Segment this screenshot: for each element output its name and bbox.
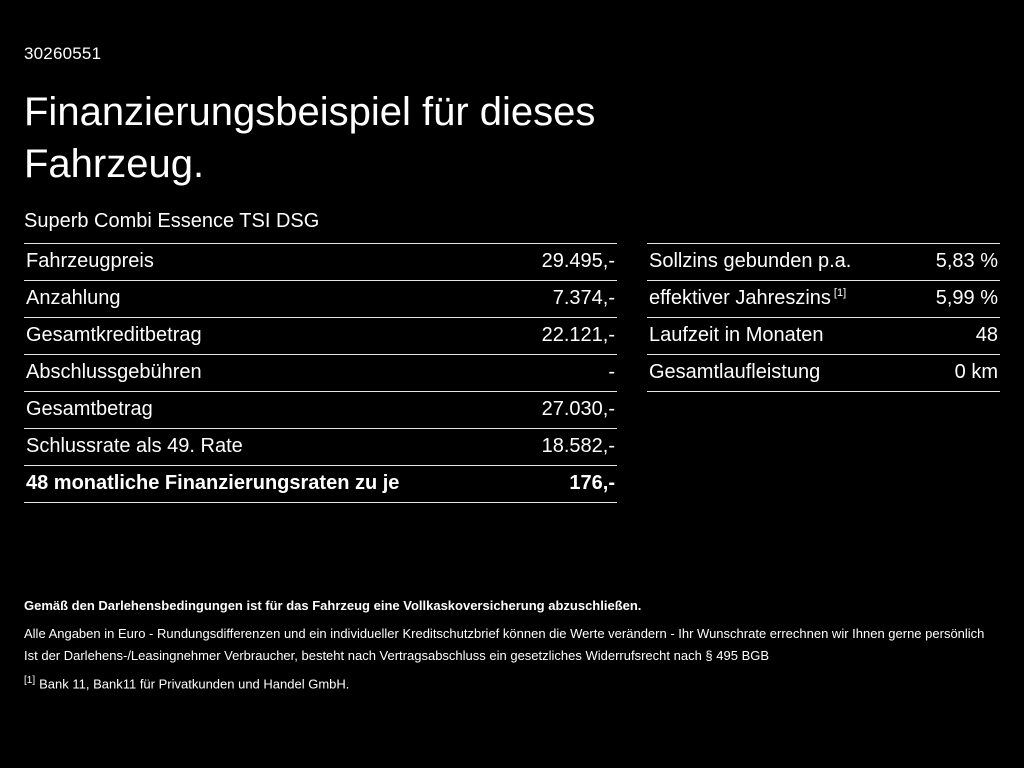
table-row: Gesamtbetrag 27.030,- [24,392,617,429]
row-value: 7.374,- [552,287,615,309]
row-label-text: effektiver Jahreszins [648,287,831,309]
financing-table-left: Fahrzeugpreis 29.495,- Anzahlung 7.374,-… [24,243,617,503]
footer-bold-line: Gemäß den Darlehensbedingungen ist für d… [24,598,642,613]
table-row: Anzahlung 7.374,- [24,281,617,318]
footnote-text: Bank 11, Bank11 für Privatkunden und Han… [39,676,350,692]
row-label: effektiver Jahreszins [1] [649,288,856,309]
table-row: Sollzins gebunden p.a. 5,83 % [646,244,1000,281]
page-title: Finanzierungsbeispiel für dieses Fahrzeu… [24,90,596,186]
row-value: 29.495,- [541,250,615,272]
row-label: Gesamtlaufleistung [648,361,821,383]
row-label: Schlussrate als 49. Rate [26,435,243,457]
table-row: Fahrzeugpreis 29.495,- [24,244,617,281]
table-row-monthly-rate: 48 monatliche Finanzierungsraten zu je 1… [24,466,617,503]
row-label: Sollzins gebunden p.a. [648,250,852,272]
table-row: effektiver Jahreszins [1] 5,99 % [646,281,1000,318]
row-value: 0 km [954,361,998,383]
row-label: Gesamtbetrag [26,398,153,420]
row-label: Fahrzeugpreis [26,250,154,272]
row-label: Abschlussgebühren [26,361,202,383]
table-row: Schlussrate als 49. Rate 18.582,- [24,429,617,466]
row-value: - [608,361,615,383]
row-value: 5,99 % [935,287,998,309]
row-value: 22.121,- [541,324,615,346]
financing-tables: Fahrzeugpreis 29.495,- Anzahlung 7.374,-… [24,243,1000,503]
footer-line-1: Alle Angaben in Euro - Rundungsdifferenz… [24,626,985,641]
document-id: 30260551 [24,44,102,63]
financing-table-right: Sollzins gebunden p.a. 5,83 % effektiver… [646,243,1000,392]
footer-footnote: [1] Bank 11, Bank11 für Privatkunden und … [24,675,1004,691]
row-value: 18.582,- [541,435,615,457]
footer-line-2: Ist der Darlehens-/Leasingnehmer Verbrau… [24,648,770,663]
table-row: Abschlussgebühren - [24,355,617,392]
legal-footer: Gemäß den Darlehensbedingungen ist für d… [24,598,1004,691]
row-label: Gesamtkreditbetrag [26,324,202,346]
table-row: Gesamtkreditbetrag 22.121,- [24,318,617,355]
table-row: Gesamtlaufleistung 0 km [646,355,1000,392]
footnote-marker: [1] [833,287,847,300]
vehicle-model-subtitle: Superb Combi Essence TSI DSG [24,210,320,232]
row-value: 5,83 % [935,250,998,272]
table-row: Laufzeit in Monaten 48 [646,318,1000,355]
row-value: 48 [975,324,998,346]
row-value: 27.030,- [541,398,615,420]
row-value: 176,- [569,472,615,494]
footnote-marker: [1] [24,675,36,686]
row-label: Anzahlung [26,287,121,309]
row-label: Laufzeit in Monaten [648,324,824,346]
row-label: 48 monatliche Finanzierungsraten zu je [26,472,400,494]
